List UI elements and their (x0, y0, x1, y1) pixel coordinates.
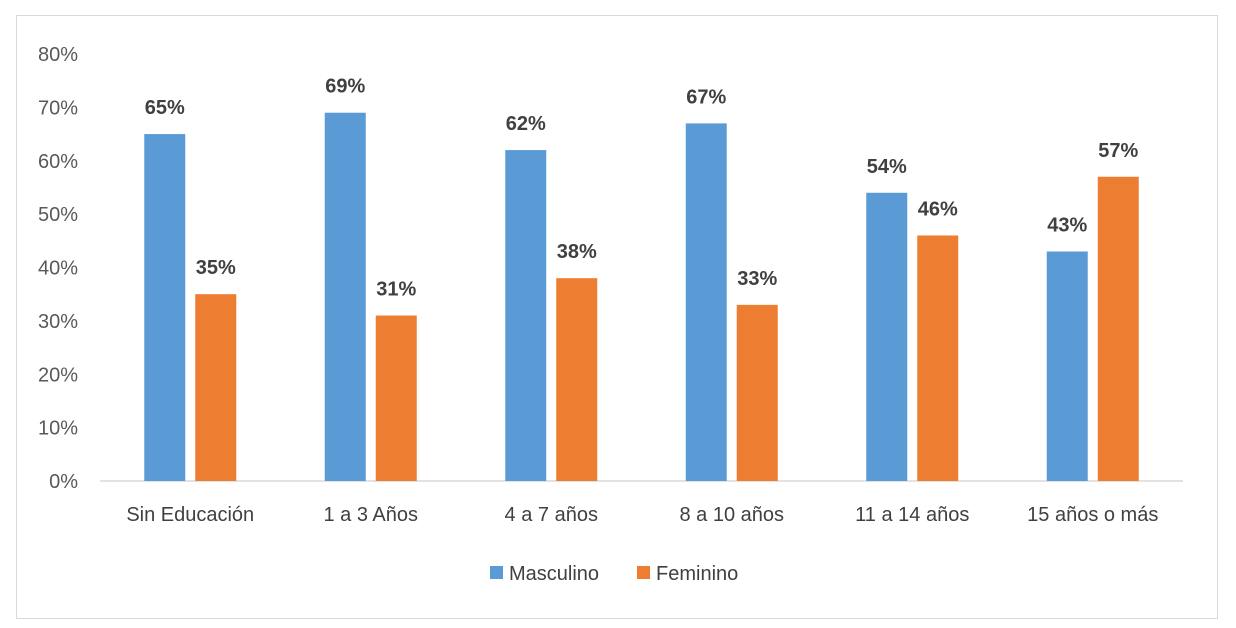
legend-swatch (637, 566, 650, 579)
y-tick-label: 30% (38, 311, 78, 333)
legend-label: Masculino (509, 563, 599, 585)
x-tick-label: 4 a 7 años (505, 504, 598, 526)
x-tick-label: Sin Educación (126, 504, 254, 526)
data-label: 54% (867, 156, 907, 178)
x-tick-label: 15 años o más (1027, 504, 1158, 526)
legend: Masculino Feminino (490, 563, 738, 585)
legend-swatch (490, 566, 503, 579)
x-axis-tick-labels: Sin Educación 1 a 3 Años 4 a 7 años 8 a 10 … (126, 504, 1158, 526)
x-tick-label: 8 a 10 años (679, 504, 784, 526)
data-label: 67% (686, 86, 726, 108)
y-tick-label: 0% (49, 471, 78, 493)
y-tick-label: 40% (38, 258, 78, 280)
x-tick-label: 11 a 14 años (855, 504, 969, 526)
y-axis-tick-labels: 0% 10% 20% 30% 40% 50% 60% 70% 80% (38, 44, 78, 493)
bar-feminino (195, 294, 237, 481)
bar-feminino (1097, 176, 1139, 481)
bar-masculino (866, 192, 908, 481)
data-label: 35% (196, 257, 236, 279)
data-label: 31% (376, 279, 416, 301)
data-label: 62% (506, 113, 546, 135)
data-label: 69% (325, 76, 365, 98)
y-tick-label: 50% (38, 204, 78, 226)
data-label: 65% (145, 97, 185, 119)
bar-masculino (685, 123, 727, 481)
bar-masculino (324, 112, 366, 482)
data-label: 57% (1098, 140, 1138, 162)
x-tick-label: 1 a 3 Años (323, 504, 418, 526)
data-label: 43% (1047, 214, 1087, 236)
data-labels-group: 65% 35% 69% 31% 62% 38% 67% 33% 54% 46% 43% 57% (145, 76, 1139, 301)
bar-feminino (375, 315, 417, 481)
y-tick-label: 60% (38, 151, 78, 173)
bar-masculino (144, 134, 186, 481)
bar-feminino (556, 278, 598, 481)
y-tick-label: 20% (38, 364, 78, 386)
y-tick-label: 70% (38, 97, 78, 119)
bar-feminino (917, 235, 959, 481)
bars-group (144, 112, 1139, 482)
legend-label: Feminino (656, 563, 738, 585)
data-label: 46% (918, 198, 958, 220)
bar-feminino (736, 304, 778, 481)
bar-masculino (505, 150, 547, 481)
y-tick-label: 10% (38, 418, 78, 440)
bar-masculino (1046, 251, 1088, 481)
data-label: 38% (557, 241, 597, 263)
data-label: 33% (737, 268, 777, 290)
y-tick-label: 80% (38, 44, 78, 66)
